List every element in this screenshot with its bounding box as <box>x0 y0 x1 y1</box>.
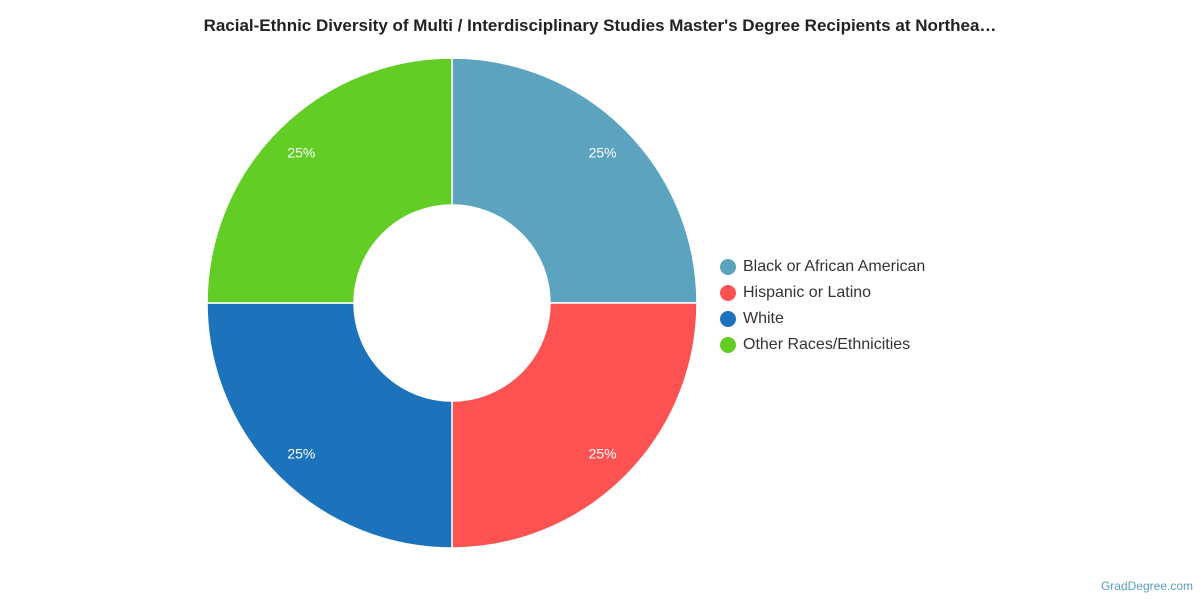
legend-item[interactable]: Black or African American <box>720 254 925 280</box>
legend-item[interactable]: Other Races/Ethnicities <box>720 332 925 358</box>
chart-title: Racial-Ethnic Diversity of Multi / Inter… <box>203 16 997 35</box>
legend-label: Black or African American <box>743 258 926 275</box>
legend-swatch <box>720 259 736 275</box>
legend-label: Other Races/Ethnicities <box>743 336 911 353</box>
legend-label: Hispanic or Latino <box>743 284 872 301</box>
legend-label: White <box>743 310 784 327</box>
slice-label: 25% <box>589 446 617 462</box>
donut-slice[interactable] <box>451 57 698 304</box>
legend-swatch <box>720 337 736 353</box>
donut-slice[interactable] <box>206 57 453 304</box>
source-credit[interactable]: GradDegree.com <box>1100 579 1193 593</box>
legend-item[interactable]: White <box>720 306 925 332</box>
slice-label: 25% <box>589 144 617 160</box>
legend-swatch <box>720 311 736 327</box>
slice-label: 25% <box>287 144 315 160</box>
donut-slice[interactable] <box>451 302 698 549</box>
donut-slice[interactable] <box>206 302 453 549</box>
legend-swatch <box>720 285 736 301</box>
slice-label: 25% <box>287 446 315 462</box>
chart-legend: Black or African American Hispanic or La… <box>720 254 925 358</box>
legend-item[interactable]: Hispanic or Latino <box>720 280 925 306</box>
